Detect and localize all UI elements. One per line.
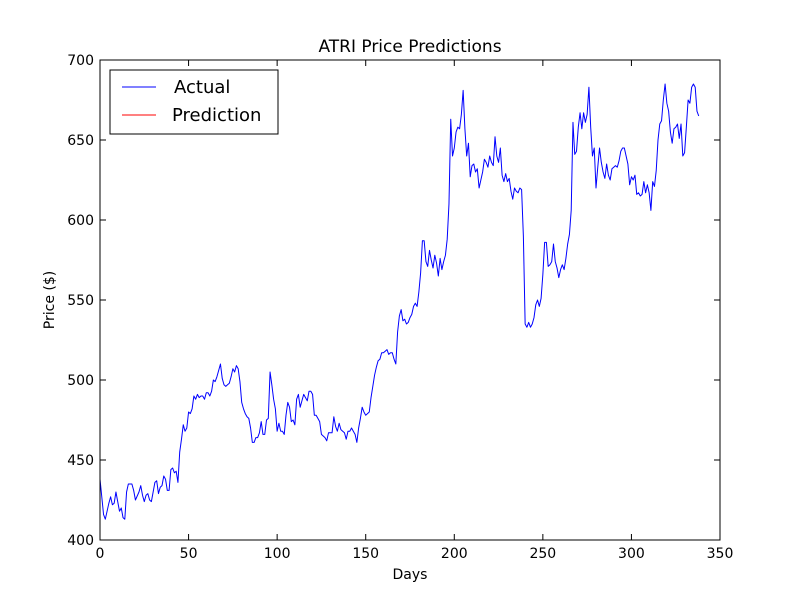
legend: Actual Prediction <box>109 69 279 135</box>
x-tick-label: 0 <box>96 546 105 562</box>
x-tick-label: 150 <box>352 546 379 562</box>
y-tick-label: 600 <box>67 213 94 229</box>
x-tick-label: 300 <box>618 546 645 562</box>
plot-area <box>100 60 720 540</box>
x-tick-label: 350 <box>707 546 734 562</box>
y-tick-label: 700 <box>67 53 94 69</box>
y-tick-label: 500 <box>67 373 94 389</box>
x-tick-label: 250 <box>529 546 556 562</box>
series-line-actual <box>99 83 700 520</box>
y-axis-ticks: 400 450 500 550 600 650 700 <box>67 53 720 549</box>
legend-box <box>109 69 279 135</box>
series-lines <box>99 83 700 520</box>
legend-label-prediction: Prediction <box>172 105 261 126</box>
y-tick-label: 450 <box>67 453 94 469</box>
y-axis-label: Price ($) <box>42 271 58 329</box>
y-tick-label: 400 <box>67 533 94 549</box>
chart-title: ATRI Price Predictions <box>318 37 501 57</box>
y-tick-label: 650 <box>67 133 94 149</box>
y-tick-label: 550 <box>67 293 94 309</box>
x-tick-label: 50 <box>180 546 198 562</box>
plot-frame <box>99 59 721 541</box>
x-axis-label: Days <box>393 567 428 583</box>
x-axis-ticks: 0 50 100 150 200 250 300 350 <box>96 60 734 562</box>
x-tick-label: 100 <box>264 546 291 562</box>
legend-label-actual: Actual <box>174 77 230 98</box>
x-tick-label: 200 <box>441 546 468 562</box>
